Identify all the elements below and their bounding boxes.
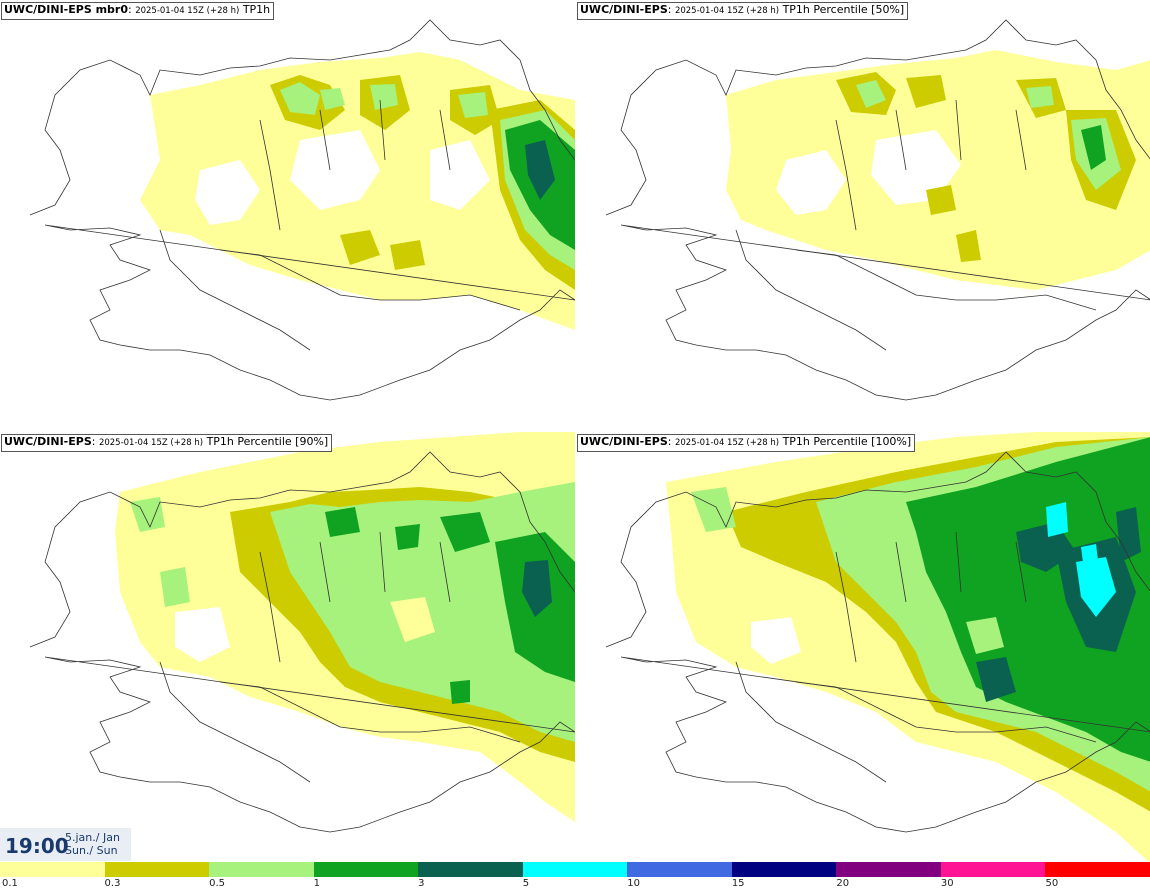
model-label: UWC/DINI-EPS mbr0 (4, 3, 128, 16)
legend-swatch (0, 862, 105, 877)
model-label: UWC/DINI-EPS (4, 435, 92, 448)
legend-swatch (418, 862, 524, 877)
precipitation-map-p100 (605, 432, 1150, 864)
legend-swatch (836, 862, 942, 877)
precip-field (666, 432, 1150, 864)
panel-title-p90: UWC/DINI-EPS: 2025-01-04 15Z (+28 h) TP1… (1, 434, 333, 452)
run-label: 2025-01-04 15Z (+28 h) (674, 6, 780, 16)
legend-tick-label: 0.1 (2, 878, 18, 889)
legend-tick-label: 3 (418, 878, 425, 889)
param-label: TP1h (242, 3, 271, 16)
valid-time-box: 19:00 5.jan./ Jan Sun./ Sun (0, 828, 131, 861)
legend-swatch (209, 862, 315, 877)
run-label: 2025-01-04 15Z (+28 h) (135, 6, 240, 16)
model-label: UWC/DINI-EPS (580, 435, 668, 448)
panel-title-p50: UWC/DINI-EPS: 2025-01-04 15Z (+28 h) TP1… (577, 2, 909, 20)
model-label: UWC/DINI-EPS (580, 3, 668, 16)
precip-field (115, 432, 575, 822)
legend-swatch (313, 862, 419, 877)
legend-tick-label: 10 (627, 878, 640, 889)
valid-date-line1: 5.jan./ Jan (65, 831, 120, 844)
iceland-coastline (29, 19, 575, 401)
param-label: TP1h Percentile [100%] (782, 435, 912, 448)
legend-tick-label: 1 (313, 878, 320, 889)
panel-p50: UWC/DINI-EPS: 2025-01-04 15Z (+28 h) TP1… (576, 0, 1150, 432)
param-label: TP1h Percentile [90%] (206, 435, 329, 448)
precipitation-map-p90 (29, 432, 575, 833)
legend-swatch (1045, 862, 1150, 877)
legend-tick-label: 50 (1045, 878, 1059, 889)
valid-date-line2: Sun./ Sun (65, 844, 118, 857)
panel-mbr0: UWC/DINI-EPS mbr0: 2025-01-04 15Z (+28 h… (0, 0, 575, 432)
color-legend: 0.1 0.3 0.5 1 3 5 10 15 20 30 50 (0, 862, 1150, 891)
iceland-coastline (29, 451, 575, 833)
run-label: 2025-01-04 15Z (+28 h) (674, 438, 780, 448)
legend-tick-label: 20 (836, 878, 850, 889)
legend-tick-label: 15 (731, 878, 745, 889)
precip-area-darkgreen (525, 140, 555, 200)
iceland-coastline (605, 19, 1150, 401)
precip-field (140, 52, 575, 330)
precip-area-lightgreen (280, 82, 320, 115)
panel-title-mbr0: UWC/DINI-EPS mbr0: 2025-01-04 15Z (+28 h… (1, 2, 275, 20)
legend-tick-label: 0.5 (209, 878, 225, 889)
legend-swatch (627, 862, 733, 877)
panel-p100: UWC/DINI-EPS: 2025-01-04 15Z (+28 h) TP1… (576, 432, 1150, 864)
legend-tick-label: 0.3 (104, 878, 121, 889)
panel-p90: UWC/DINI-EPS: 2025-01-04 15Z (+28 h) TP1… (0, 432, 575, 864)
iceland-coastline (605, 451, 1150, 833)
precipitation-map-mbr0 (29, 19, 575, 401)
precip-area-cyan (1076, 557, 1116, 617)
param-label: TP1h Percentile [50%] (782, 3, 905, 16)
legend-swatch (731, 862, 837, 877)
legend-tick-label: 5 (522, 878, 530, 889)
panel-title-p100: UWC/DINI-EPS: 2025-01-04 15Z (+28 h) TP1… (577, 434, 916, 452)
precip-field (726, 50, 1150, 290)
valid-date: 5.jan./ Jan Sun./ Sun (65, 831, 120, 857)
legend-swatch (940, 862, 1046, 877)
legend-tick-label: 30 (940, 878, 954, 889)
run-label: 2025-01-04 15Z (+28 h) (98, 438, 204, 448)
legend-swatch (522, 862, 628, 877)
valid-time: 19:00 (5, 834, 69, 858)
legend-swatch (104, 862, 210, 877)
precipitation-map-p50 (605, 19, 1150, 401)
panel-divider (575, 0, 576, 862)
